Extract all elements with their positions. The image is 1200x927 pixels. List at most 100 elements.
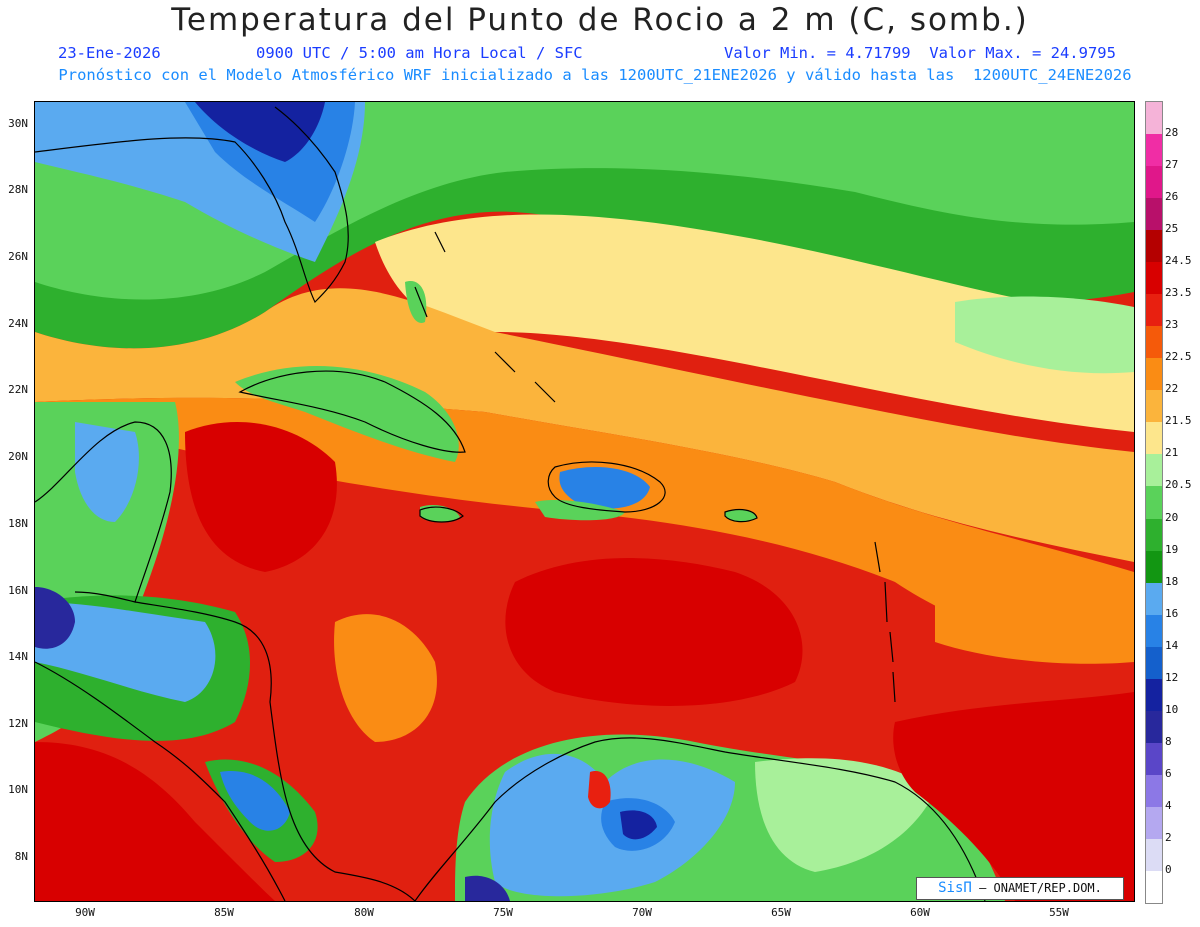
colorbar-label: 14 [1165,638,1179,652]
lat-tick: 20N [8,450,28,463]
credit-box: SisΠ – ONAMET/REP.DOM. [916,877,1124,900]
colorbar-label: 20.5 [1165,478,1192,492]
lon-tick: 75W [493,906,513,919]
coast-central-america [134,601,416,901]
coast-puertorico [724,508,758,523]
lat-tick: 10N [8,783,28,796]
forecast-time: 0900 UTC / 5:00 am Hora Local / SFC [256,44,583,62]
coast-hispaniola [547,461,666,513]
colorbar-segment [1146,454,1162,487]
lat-tick: 22N [8,383,28,396]
lat-tick: 14N [8,650,28,663]
colorbar-segment [1146,774,1162,808]
colorbar-segment [1146,582,1162,616]
lon-tick: 85W [214,906,234,919]
lat-tick: 24N [8,317,28,330]
sispi-logo: SisΠ [938,880,972,896]
colorbar-label: 21 [1165,446,1179,460]
colorbar-label: 0 [1165,862,1172,876]
colorbar-segment [1146,134,1162,167]
field-lightyellow [35,288,1134,562]
field-center-orange [334,614,437,742]
field-guatemala-navy [35,587,75,649]
colorbar-segment [1146,422,1162,455]
colorbar-segment [1146,550,1162,584]
colorbar-label: 4 [1165,798,1172,812]
colorbar-segment [1146,262,1162,295]
field-venezuela-lightgreen [755,758,935,872]
lon-tick: 55W [1049,906,1069,919]
colorbar-label: 12 [1165,670,1179,684]
coast-pacific [35,661,286,901]
field-east-orange [935,574,1134,664]
lat-tick: 16N [8,584,28,597]
lat-tick: 26N [8,250,28,263]
field-east-darkred [893,692,1134,901]
colorbar-label: 22 [1165,382,1179,396]
field-florida-navy [195,102,325,162]
lat-tick: 18N [8,517,28,530]
lat-tick: 30N [8,117,28,130]
colorbar-segment [1146,294,1162,327]
colorbar-label: 18 [1165,574,1179,588]
forecast-date: 23-Ene-2026 [58,44,161,62]
colorbar-label: 26 [1165,190,1179,204]
colorbar-segment [1146,614,1162,648]
colorbar-segment [1146,870,1162,904]
coast-cuba [238,370,466,453]
colorbar-label: 23 [1165,318,1179,332]
field-south-navy [465,875,510,901]
colorbar-label: 19 [1165,542,1179,556]
min-max-values: Valor Min. = 4.71799 Valor Max. = 24.979… [724,44,1116,62]
map-title: Temperatura del Punto de Rocio a 2 m (C,… [171,2,1029,38]
field-pr-green [725,509,757,522]
field-caribbean-darkred [505,558,803,706]
colorbar-label: 24.5 [1165,254,1192,268]
colorbar-segment [1146,230,1162,263]
field-pacific-darkred [35,742,275,901]
lat-tick: 8N [14,850,28,863]
colorbar-segment [1146,678,1162,712]
colorbar-segment [1146,358,1162,391]
field-yellow-band [375,214,1134,432]
field-hispaniola-blue [559,467,650,509]
field-costarica-blue [220,771,290,831]
coastlines [35,106,986,901]
field-westcarib-darkred [185,422,337,572]
coast-lesser-antilles [874,541,896,703]
coast-florida [35,106,349,304]
coast-south-america [414,737,986,901]
colorbar-segment [1146,102,1162,135]
colorbar-label: 28 [1165,126,1179,140]
colorbar-label: 8 [1165,734,1172,748]
colorbar-segment [1146,806,1162,840]
colorbar-label: 2 [1165,830,1172,844]
lon-tick: 65W [771,906,791,919]
field-honduras-blue [35,602,216,702]
colorbar-segment [1146,742,1162,776]
field-east-lightgreen [955,296,1134,374]
lon-tick: 80W [354,906,374,919]
coast-jamaica [419,506,464,523]
lon-tick: 60W [910,906,930,919]
colorbar-segment [1146,518,1162,552]
colorbar-segment [1146,198,1162,231]
colorbar-segment [1146,326,1162,359]
colorbar-label: 22.5 [1165,350,1192,364]
lon-tick: 90W [75,906,95,919]
colorbar [1145,101,1163,904]
lon-tick: 70W [632,906,652,919]
dewpoint-map [34,101,1135,902]
colorbar-segment [1146,166,1162,199]
colorbar-segment [1146,390,1162,423]
colorbar-segment [1146,838,1162,872]
field-maracaibo-red [588,771,611,809]
field-hispaniola-green [535,500,625,521]
field-colombia-navy [620,810,657,840]
field-bahamas-green [405,281,427,323]
colorbar-label: 23.5 [1165,286,1192,300]
colorbar-label: 25 [1165,222,1179,236]
colorbar-label: 10 [1165,702,1179,716]
coast-yucatan [35,421,172,603]
coast-bahamas [414,231,556,403]
